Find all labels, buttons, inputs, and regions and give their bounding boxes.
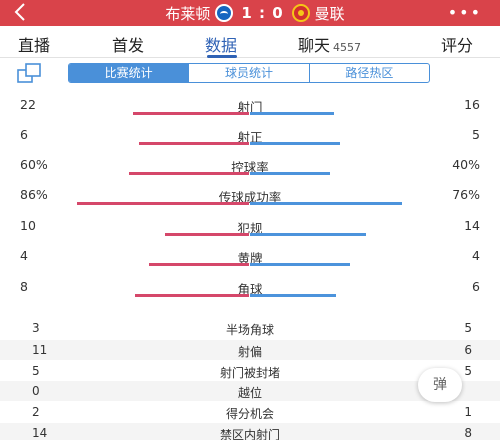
- stat-name: 射偏: [237, 345, 262, 359]
- stat-row: 22 射门 16: [0, 97, 500, 125]
- more-options-icon[interactable]: •••: [447, 3, 482, 22]
- tab-ratings[interactable]: 评分: [441, 32, 473, 56]
- away-stat-bar: [250, 142, 340, 145]
- stat-name: 黄牌: [237, 251, 263, 266]
- stat-row: 6 射正 5: [0, 127, 500, 155]
- away-stat-bar: [250, 172, 330, 175]
- stat-name: 禁区内射门: [219, 428, 280, 440]
- table-row: 5 射门被封堵 5: [0, 361, 500, 381]
- stat-name: 得分机会: [225, 407, 274, 421]
- stat-row: 60% 控球率 40%: [0, 157, 500, 185]
- stat-row: 10 犯规 14: [0, 218, 500, 246]
- manchester-united-crest-icon: [291, 4, 310, 22]
- away-stat-value: 5: [464, 364, 472, 378]
- stat-name: 犯规: [237, 221, 263, 236]
- away-stat-value: 14: [464, 218, 480, 233]
- table-row: 0 越位: [0, 381, 500, 401]
- home-stat-value: 4: [20, 248, 28, 263]
- home-stat-bar: [129, 172, 249, 175]
- away-stat-value: 8: [464, 426, 472, 440]
- chat-count: 4557: [333, 41, 362, 54]
- home-stat-bar: [77, 202, 249, 205]
- home-stat-value: 22: [20, 97, 36, 112]
- home-stat-bar: [135, 294, 249, 297]
- table-row: 14 禁区内射门 8: [0, 423, 500, 440]
- share-icon[interactable]: [16, 62, 42, 84]
- away-stat-value: 1: [464, 405, 472, 419]
- tab-label: 直播: [18, 36, 51, 55]
- home-stat-bar: [139, 142, 249, 145]
- stats-subtabs: 比赛统计 球员统计 路径热区: [68, 63, 430, 83]
- stat-row: 86% 传球成功率 76%: [0, 187, 500, 215]
- tab-label: 评分: [441, 36, 474, 55]
- home-stat-value: 3: [32, 321, 40, 335]
- danmaku-button[interactable]: 弹: [418, 368, 462, 402]
- away-stat-value: 16: [464, 97, 480, 112]
- tab-label: 数据: [205, 36, 238, 55]
- away-stat-value: 6: [472, 279, 480, 294]
- subtab-heatmap[interactable]: 路径热区: [308, 64, 429, 82]
- away-stat-value: 6: [464, 343, 472, 357]
- tab-label: 首发: [112, 36, 145, 55]
- away-stat-value: 76%: [452, 187, 480, 202]
- stat-name: 半场角球: [225, 323, 274, 337]
- brighton-crest-icon: [215, 4, 234, 22]
- home-stat-bar: [149, 263, 249, 266]
- match-tabs: 直播 首发 数据 聊天 4557 评分: [0, 26, 500, 58]
- away-stat-bar: [250, 112, 334, 115]
- back-arrow-icon[interactable]: [10, 1, 32, 23]
- home-stat-value: 14: [32, 426, 48, 440]
- tab-live[interactable]: 直播: [18, 32, 50, 56]
- home-stat-value: 10: [20, 218, 36, 233]
- tab-lineup[interactable]: 首发: [112, 32, 144, 56]
- away-stat-bar: [250, 202, 402, 205]
- stat-name: 控球率: [231, 160, 269, 175]
- away-stat-bar: [250, 263, 350, 266]
- home-team-name: 布莱顿: [165, 4, 211, 23]
- tab-chat[interactable]: 聊天 4557: [298, 32, 361, 56]
- home-stat-value: 60%: [20, 157, 48, 172]
- home-stat-value: 0: [32, 384, 40, 398]
- home-stat-value: 86%: [20, 187, 48, 202]
- subtab-player-stats[interactable]: 球员统计: [188, 64, 308, 82]
- stat-row: 8 角球 6: [0, 279, 500, 307]
- tab-stats[interactable]: 数据: [205, 32, 237, 56]
- stat-row: 4 黄牌 4: [0, 248, 500, 276]
- match-header: 布莱顿 1 : 0 曼联 •••: [0, 0, 500, 26]
- table-row: 2 得分机会 1: [0, 402, 500, 422]
- subtab-match-stats[interactable]: 比赛统计: [69, 64, 189, 82]
- home-stat-bar: [133, 112, 249, 115]
- table-row: 11 射偏 6: [0, 340, 500, 360]
- home-stat-value: 6: [20, 127, 28, 142]
- home-stat-value: 2: [32, 405, 40, 419]
- home-stat-value: 8: [20, 279, 28, 294]
- away-team-name: 曼联: [314, 4, 345, 23]
- home-stat-value: 5: [32, 364, 40, 378]
- away-stat-value: 4: [472, 248, 480, 263]
- home-stat-value: 11: [32, 343, 48, 357]
- stat-name: 越位: [237, 386, 262, 400]
- stat-name: 角球: [237, 282, 263, 297]
- active-tab-indicator: [207, 55, 237, 58]
- away-stat-bar: [250, 294, 336, 297]
- stat-name: 传球成功率: [218, 190, 282, 205]
- table-row: 3 半场角球 5: [0, 318, 500, 338]
- away-stat-value: 5: [464, 321, 472, 335]
- stat-name: 射门被封堵: [219, 366, 280, 380]
- match-scoreline: 布莱顿 1 : 0 曼联: [125, 0, 385, 26]
- stat-name: 射门: [237, 100, 263, 115]
- stat-name: 射正: [237, 130, 263, 145]
- away-stat-value: 5: [472, 127, 480, 142]
- away-stat-value: 40%: [452, 157, 480, 172]
- tab-label: 聊天: [298, 36, 331, 55]
- away-stat-bar: [250, 233, 366, 236]
- home-stat-bar: [165, 233, 249, 236]
- match-score: 1 : 0: [241, 4, 284, 22]
